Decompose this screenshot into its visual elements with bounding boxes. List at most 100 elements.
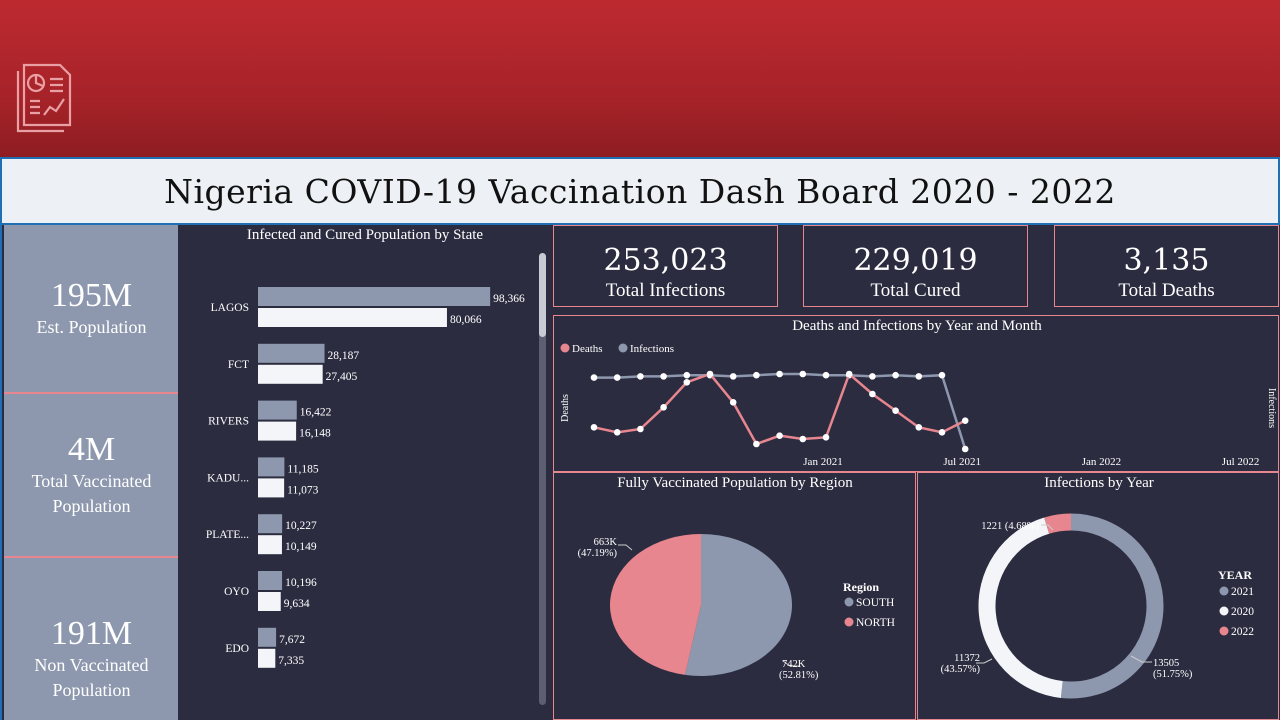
leader-line <box>1041 524 1054 531</box>
deaths-point <box>660 404 667 411</box>
x-tick-label: Jan 2022 <box>1082 456 1121 468</box>
chart-title: Fully Vaccinated Population by Region <box>617 475 853 491</box>
infections-point <box>590 374 598 381</box>
kpi-value: 195M <box>50 277 133 315</box>
legend-label: SOUTH <box>856 597 894 609</box>
legend-label: 2022 <box>1231 626 1254 638</box>
legend-marker <box>1219 586 1229 596</box>
infections-point <box>637 373 644 380</box>
kpi-value: 4M <box>67 431 116 469</box>
infections-point <box>938 371 946 379</box>
category-label: RIVERS <box>208 416 249 428</box>
legend-marker <box>560 343 570 353</box>
infections-point <box>753 371 760 379</box>
scrollbar[interactable] <box>539 253 546 705</box>
deaths-point <box>637 425 644 433</box>
state-bar-chart: Infected and Cured Population by State LA… <box>206 227 525 668</box>
deaths-point <box>683 379 691 386</box>
cured-bar <box>258 478 285 498</box>
card-total-deaths: 3,135 Total Deaths <box>1054 225 1279 307</box>
cured-bar <box>258 535 282 555</box>
deaths-point <box>753 440 760 448</box>
infections-point <box>776 370 783 378</box>
infections-point <box>729 373 737 380</box>
infections-point <box>869 373 876 380</box>
page-title: Nigeria COVID-19 Vaccination Dash Board … <box>164 171 1116 211</box>
infections-point <box>822 371 830 379</box>
category-label: KADU... <box>207 472 249 484</box>
category-label: EDO <box>225 643 249 655</box>
chart-title: Deaths and Infections by Year and Month <box>792 318 1042 334</box>
legend-marker <box>1219 626 1229 636</box>
year-donut-panel: Infections by Year 13505 (51.75%) 11372 (43.… <box>917 472 1279 720</box>
card-value: 3,135 <box>1123 243 1210 278</box>
data-label: 10,149 <box>285 541 317 553</box>
legend-title: Region <box>843 580 879 594</box>
x-tick-label: Jul 2022 <box>1222 456 1260 468</box>
infected-bar <box>258 400 297 420</box>
infected-bar <box>258 287 491 306</box>
deaths-point <box>776 432 783 439</box>
infections-point <box>683 371 691 379</box>
data-label: 16,422 <box>300 407 332 419</box>
kpi-est-population: 195M Est. Population <box>4 225 179 392</box>
region-pie-chart: Fully Vaccinated Population by Region 742… <box>578 475 895 681</box>
legend-marker <box>844 597 854 607</box>
year-2020-arc <box>978 517 1063 698</box>
x-tick-label: Jan 2021 <box>803 456 842 468</box>
cured-bar <box>258 421 297 441</box>
data-label: 27,405 <box>326 371 358 383</box>
infected-bar <box>258 514 283 534</box>
y-axis-label-left: Deaths <box>560 394 571 422</box>
deaths-point <box>869 390 876 398</box>
category-label: LAGOS <box>211 302 249 314</box>
legend-marker <box>844 617 854 627</box>
divider <box>4 556 179 558</box>
category-label: FCT <box>228 359 249 371</box>
title-bar: Nigeria COVID-19 Vaccination Dash Board … <box>0 157 1280 225</box>
cured-bar <box>258 308 447 327</box>
deaths-point <box>613 429 621 436</box>
deaths-point <box>799 435 807 443</box>
year-2021-arc <box>1060 513 1164 699</box>
data-label: 663K <box>594 537 618 548</box>
card-value: 229,019 <box>853 243 978 278</box>
data-label: 80,066 <box>450 314 482 326</box>
legend-label: 2020 <box>1231 606 1254 618</box>
data-label-pct: (51.75%) <box>1153 669 1193 680</box>
data-label: 7,335 <box>278 655 304 667</box>
y-axis-label-right: Infections <box>1266 388 1277 428</box>
deaths-point <box>822 434 830 441</box>
infected-bar <box>258 627 277 647</box>
north-slice <box>610 534 701 675</box>
leader-line <box>976 658 993 664</box>
card-label: Total Infections <box>605 280 726 301</box>
year-2022-arc <box>1044 513 1072 534</box>
infections-point <box>961 445 969 453</box>
infections-point <box>660 373 667 380</box>
deaths-point <box>729 399 737 406</box>
deaths-point <box>892 407 899 414</box>
header-banner <box>0 0 1280 157</box>
infections-point <box>892 371 899 379</box>
legend-label: Deaths <box>572 343 603 355</box>
south-slice <box>685 534 793 676</box>
category-label: OYO <box>224 586 249 598</box>
infections-point <box>799 370 807 378</box>
data-label: 28,187 <box>328 350 360 362</box>
data-label: 742K <box>782 659 806 670</box>
leader-line <box>782 660 800 667</box>
data-label: 7,672 <box>279 634 305 646</box>
legend-label: Infections <box>630 343 674 355</box>
data-label: 10,196 <box>285 577 317 589</box>
population-kpi-column: 195M Est. Population 4M Total Vaccinated… <box>0 225 179 720</box>
leader-line <box>618 544 633 551</box>
legend-label: NORTH <box>856 617 895 629</box>
card-total-cured: 229,019 Total Cured <box>803 225 1028 307</box>
scrollbar-thumb[interactable] <box>539 253 546 337</box>
bar-chart-panel: Infected and Cured Population by State LA… <box>178 225 550 720</box>
kpi-label: Est. Population <box>36 316 147 337</box>
legend-label: 2021 <box>1231 586 1254 598</box>
data-label: 9,634 <box>284 598 310 610</box>
infected-bar <box>258 571 283 590</box>
